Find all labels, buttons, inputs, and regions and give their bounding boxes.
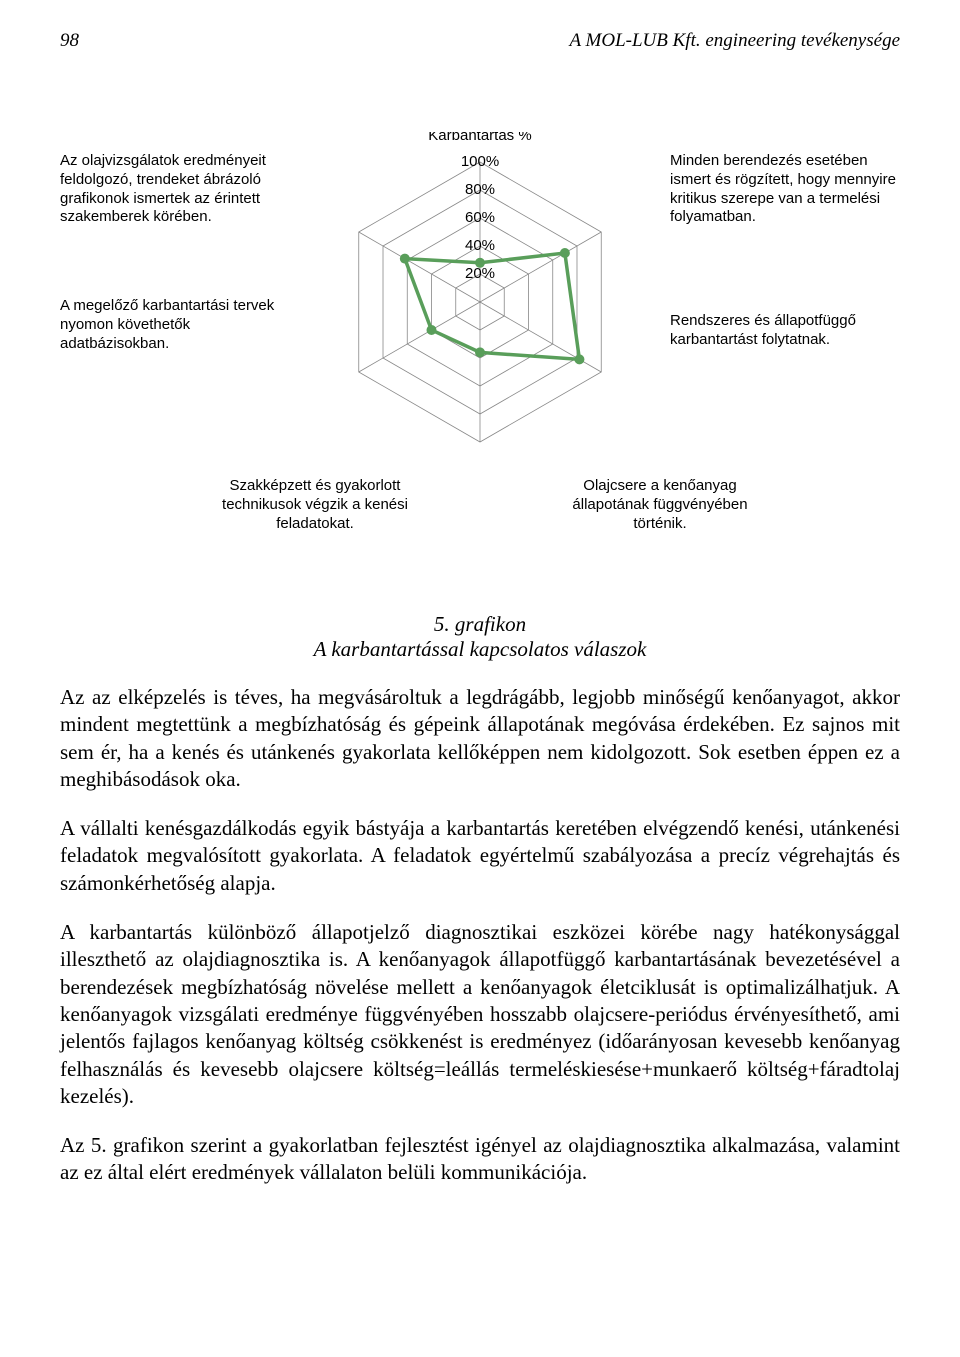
axis-label-2: Rendszeres és állapotfüggő karbantartást… xyxy=(670,312,900,350)
svg-text:80%: 80% xyxy=(465,181,495,198)
paragraph-1: Az az elképzelés is téves, ha megvásárol… xyxy=(60,684,900,793)
axis-label-5: A megelőző karbantartási tervek nyomon k… xyxy=(60,297,280,353)
figure-caption: 5. grafikon A karbantartással kapcsolato… xyxy=(60,612,900,662)
svg-text:100%: 100% xyxy=(461,153,499,170)
radar-chart: Az olajvizsgálatok eredményeit feldolgoz… xyxy=(60,72,900,592)
caption-number: 5. grafikon xyxy=(434,612,526,636)
paragraph-4: Az 5. grafikon szerint a gyakorlatban fe… xyxy=(60,1132,900,1187)
svg-text:Karbantartás %: Karbantartás % xyxy=(428,132,531,144)
paragraph-2: A vállalti kenésgazdálkodás egyik bástyá… xyxy=(60,815,900,897)
axis-label-4: Szakképzett és gyakorlott technikusok vé… xyxy=(210,477,420,533)
body-text: Az az elképzelés is téves, ha megvásárol… xyxy=(60,684,900,1187)
axis-label-3: Olajcsere a kenőanyag állapotának függvé… xyxy=(560,477,760,533)
page-header: 98 A MOL-LUB Kft. engineering tevékenysé… xyxy=(60,30,900,52)
page-number: 98 xyxy=(60,30,79,52)
svg-text:60%: 60% xyxy=(465,209,495,226)
running-title: A MOL-LUB Kft. engineering tevékenysége xyxy=(570,30,900,52)
svg-text:40%: 40% xyxy=(465,237,495,254)
paragraph-3: A karbantartás különböző állapotjelző di… xyxy=(60,919,900,1110)
caption-text: A karbantartással kapcsolatos válaszok xyxy=(314,637,647,661)
axis-label-1: Minden berendezés esetében ismert és rög… xyxy=(670,152,900,227)
axis-label-0: Az olajvizsgálatok eredményeit feldolgoz… xyxy=(60,152,310,227)
radar-svg: Karbantartás %100%80%60%40%20% xyxy=(320,132,640,472)
page: 98 A MOL-LUB Kft. engineering tevékenysé… xyxy=(0,0,960,1249)
